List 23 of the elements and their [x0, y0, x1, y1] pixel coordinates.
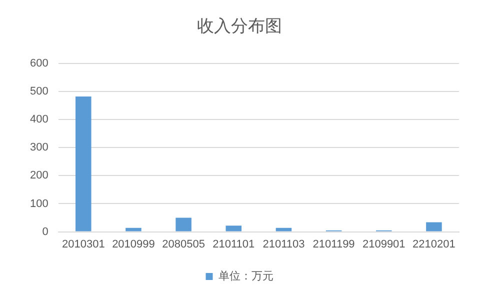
- y-tick-label: 600: [30, 57, 48, 70]
- x-tick-label: 2101103: [262, 238, 305, 250]
- y-tick-label: 500: [30, 86, 48, 98]
- x-tick-label: 2010301: [62, 238, 105, 250]
- bar: [176, 218, 192, 232]
- y-tick-label: 400: [30, 114, 48, 126]
- x-tick-label: 2080505: [162, 238, 205, 250]
- bar: [276, 228, 292, 232]
- y-tick-label: 300: [30, 142, 48, 154]
- x-tick-label: 2101101: [212, 238, 255, 250]
- bar: [76, 96, 92, 232]
- bar: [426, 222, 442, 232]
- x-tick-label: 2210201: [412, 238, 456, 250]
- chart-title: 收入分布图: [197, 16, 282, 37]
- bar: [226, 226, 242, 232]
- y-tick-label: 200: [30, 170, 48, 182]
- x-tick-label: 2101199: [312, 238, 355, 250]
- y-tick-label: 0: [42, 226, 48, 238]
- y-tick-label: 100: [30, 198, 48, 210]
- x-tick-label: 2010999: [112, 238, 155, 250]
- bar: [126, 228, 142, 232]
- legend-label: 单位：万元: [218, 269, 274, 282]
- x-tick-label: 2109901: [362, 238, 406, 250]
